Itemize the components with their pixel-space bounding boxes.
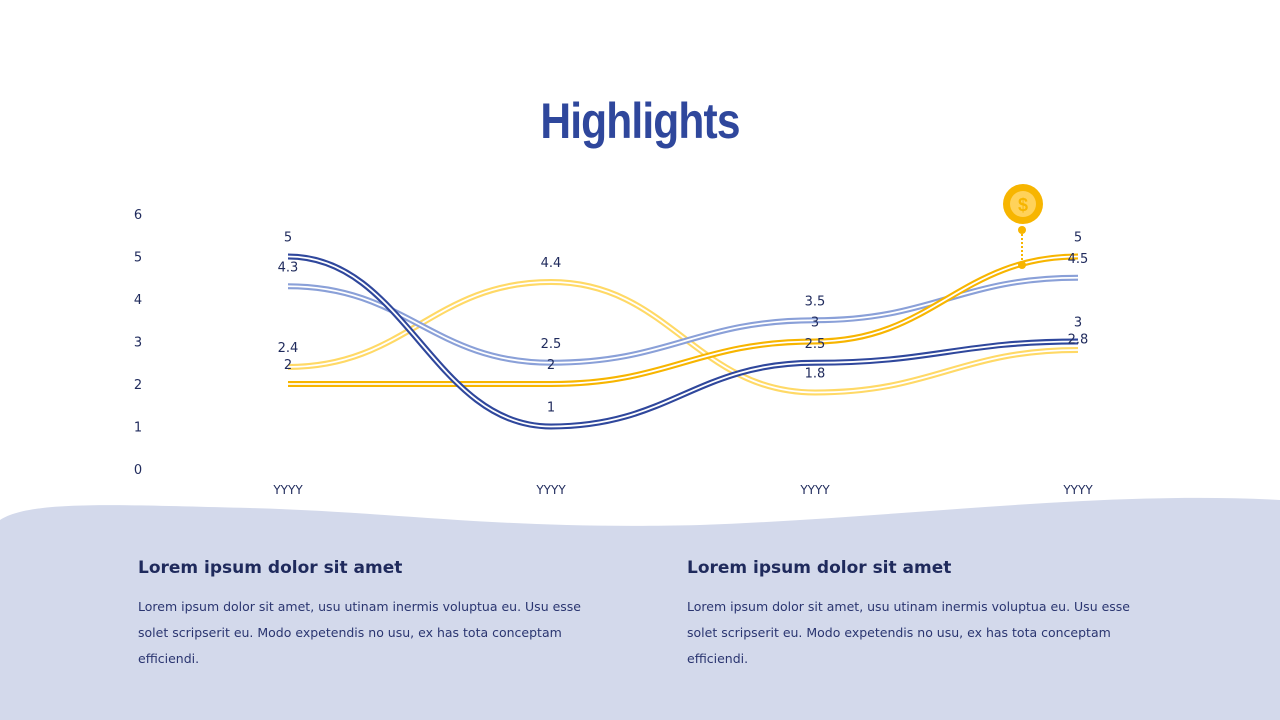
x-tick-label: YYYY xyxy=(535,483,566,497)
column-body: Lorem ipsum dolor sit amet, usu utinam i… xyxy=(687,599,1130,666)
data-label: 4.4 xyxy=(541,256,562,271)
y-tick-label: 3 xyxy=(134,336,142,351)
wave-background xyxy=(0,497,1280,720)
dollar-coin-icon: $ xyxy=(1003,184,1043,269)
series-line-inner-3 xyxy=(287,281,1079,394)
data-label: 4.3 xyxy=(278,260,299,275)
data-label: 2.5 xyxy=(541,337,562,352)
y-tick-label: 0 xyxy=(134,463,142,478)
svg-text:$: $ xyxy=(1018,195,1028,215)
data-label: 3 xyxy=(811,316,819,331)
series-line-inner-0 xyxy=(287,255,1079,428)
y-tick-label: 4 xyxy=(134,293,142,308)
column-heading: Lorem ipsum dolor sit amet xyxy=(687,558,952,578)
column-body: Lorem ipsum dolor sit amet, usu utinam i… xyxy=(138,599,581,666)
data-label: 2.4 xyxy=(278,341,299,356)
data-label: 3.5 xyxy=(805,294,826,309)
y-tick-label: 5 xyxy=(134,251,142,266)
data-label: 3 xyxy=(1074,316,1082,331)
data-label: 4.5 xyxy=(1068,252,1089,267)
data-label: 2 xyxy=(547,358,555,373)
data-label: 5 xyxy=(1074,231,1082,246)
y-tick-label: 2 xyxy=(134,378,142,393)
text-column-right: Lorem ipsum dolor sit amet Lorem ipsum d… xyxy=(687,558,1157,672)
y-tick-label: 1 xyxy=(134,421,142,436)
page-title: Highlights xyxy=(540,93,740,149)
data-label: 2.8 xyxy=(1068,333,1089,348)
data-label: 2.5 xyxy=(805,337,826,352)
y-tick-label: 6 xyxy=(134,208,142,223)
data-label: 1 xyxy=(547,401,555,416)
x-tick-label: YYYY xyxy=(272,483,303,497)
data-label: 2 xyxy=(284,358,292,373)
data-label: 5 xyxy=(284,231,292,246)
column-heading: Lorem ipsum dolor sit amet xyxy=(138,558,403,578)
x-tick-label: YYYY xyxy=(1062,483,1093,497)
series-line-inner-2 xyxy=(287,255,1079,385)
text-column-left: Lorem ipsum dolor sit amet Lorem ipsum d… xyxy=(138,558,608,672)
x-tick-label: YYYY xyxy=(799,483,830,497)
data-label: 1.8 xyxy=(805,367,826,382)
